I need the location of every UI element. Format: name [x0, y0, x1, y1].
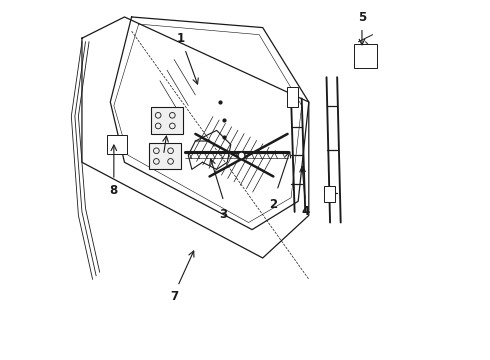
Text: 3: 3 [220, 208, 228, 221]
Text: 4: 4 [301, 205, 309, 218]
Text: 5: 5 [358, 11, 366, 24]
FancyBboxPatch shape [324, 186, 335, 202]
Bar [149, 143, 181, 169]
Text: 7: 7 [170, 290, 178, 303]
Bar [151, 107, 183, 134]
Text: 2: 2 [270, 198, 277, 211]
FancyBboxPatch shape [354, 44, 377, 68]
FancyBboxPatch shape [287, 87, 298, 107]
Text: 8: 8 [110, 184, 118, 197]
Text: 6: 6 [156, 159, 164, 172]
Text: 1: 1 [177, 32, 185, 45]
FancyBboxPatch shape [107, 135, 127, 154]
